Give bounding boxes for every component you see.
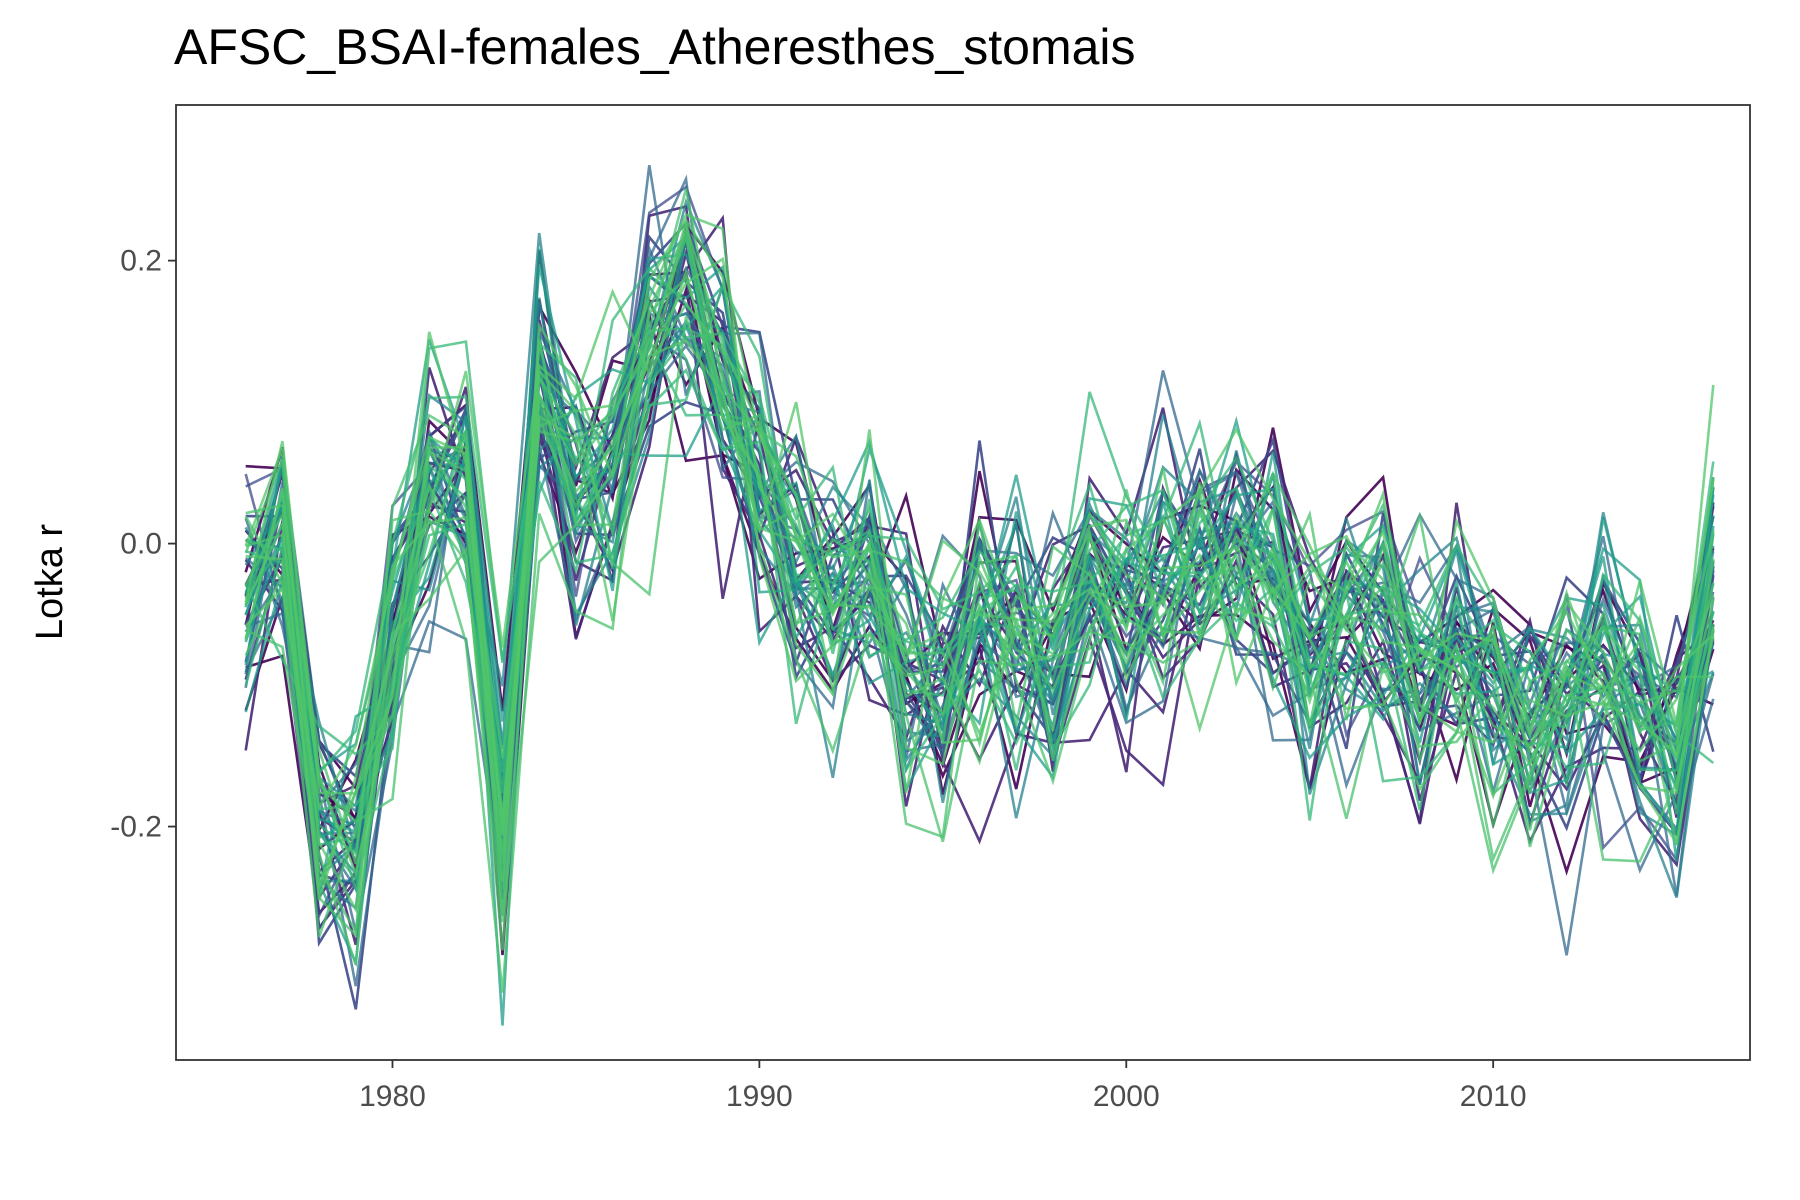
y-tick-label: 0.0 <box>120 528 162 561</box>
series-group <box>244 164 1715 1026</box>
series-line-58 <box>244 267 1715 951</box>
panel-border <box>175 104 1751 1061</box>
series-line-53 <box>244 276 1715 993</box>
y-tick-label: -0.2 <box>110 811 162 844</box>
x-tick-label: 2000 <box>1093 1080 1160 1113</box>
series-line-56 <box>244 321 1715 912</box>
chart-title: AFSC_BSAI-females_Atheresthes_stomais <box>174 19 1136 75</box>
series-line-59 <box>244 221 1715 795</box>
x-tick-label: 1980 <box>359 1080 426 1113</box>
x-axis: 1980 1990 2000 2010 <box>359 1060 1527 1113</box>
series-line-57 <box>244 213 1715 901</box>
x-tick-label: 2010 <box>1460 1080 1527 1113</box>
series-line-45 <box>244 337 1715 782</box>
y-tick-label: 0.2 <box>120 245 162 278</box>
y-axis-title: Lotka r <box>29 524 71 641</box>
series-line-60 <box>244 256 1715 879</box>
y-axis: -0.2 0.0 0.2 <box>110 245 176 844</box>
x-tick-label: 1990 <box>726 1080 793 1113</box>
